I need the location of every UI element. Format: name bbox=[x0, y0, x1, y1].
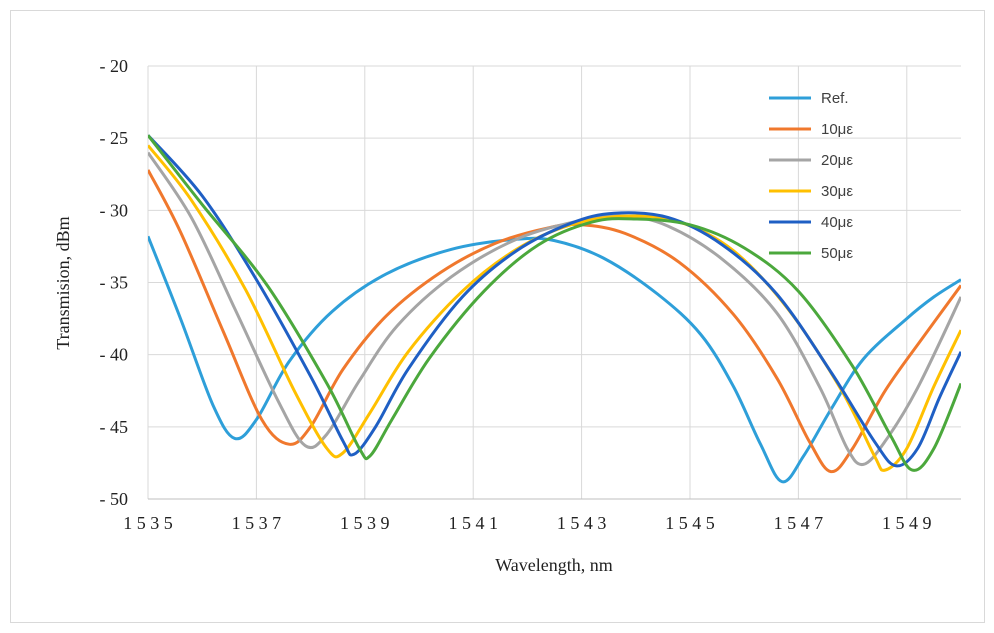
x-tick-label: 1 5 3 5 bbox=[123, 513, 173, 533]
series-line-5 bbox=[148, 134, 961, 468]
legend-label: 40με bbox=[821, 214, 853, 231]
y-tick-label: - 30 bbox=[100, 200, 129, 220]
x-tick-label: 1 5 3 7 bbox=[232, 513, 282, 533]
series-line-6 bbox=[148, 134, 961, 472]
y-tick-label: - 40 bbox=[100, 345, 129, 365]
y-tick-label: - 35 bbox=[100, 273, 129, 293]
series-line-1 bbox=[148, 235, 961, 484]
y-tick-label: - 50 bbox=[100, 489, 129, 509]
line-chart: 1 5 3 5 1 5 3 7 1 5 3 9 1 5 4 1 1 5 4 3 1 5 4… bbox=[53, 56, 961, 575]
legend-label: 10με bbox=[821, 121, 853, 138]
y-axis-ticks: - 20 - 25 - 30 - 35 - 40 - 45 - 50 bbox=[100, 56, 129, 509]
x-axis-ticks: 1 5 3 5 1 5 3 7 1 5 3 9 1 5 4 1 1 5 4 3 1 5 4… bbox=[123, 513, 931, 533]
legend: Ref. 10με 20με 30με 40με 50με bbox=[769, 90, 853, 262]
chart-frame: 1 5 3 5 1 5 3 7 1 5 3 9 1 5 4 1 1 5 4 3 1 5 4… bbox=[10, 10, 985, 623]
x-tick-label: 1 5 3 9 bbox=[340, 513, 390, 533]
y-axis-title: Transmision, dBm bbox=[53, 216, 73, 349]
legend-label: 20με bbox=[821, 152, 853, 169]
x-tick-label: 1 5 4 7 bbox=[774, 513, 824, 533]
x-tick-label: 1 5 4 3 bbox=[557, 513, 607, 533]
x-tick-label: 1 5 4 1 bbox=[448, 513, 498, 533]
legend-label: 30με bbox=[821, 183, 853, 200]
x-tick-label: 1 5 4 5 bbox=[665, 513, 715, 533]
y-tick-label: - 45 bbox=[100, 417, 129, 437]
x-tick-label: 1 5 4 9 bbox=[882, 513, 932, 533]
y-tick-label: - 20 bbox=[100, 56, 129, 76]
legend-label: 50με bbox=[821, 245, 853, 262]
series-layer bbox=[148, 134, 961, 484]
x-axis-title: Wavelength, nm bbox=[495, 555, 613, 575]
y-tick-label: - 25 bbox=[100, 128, 129, 148]
legend-label: Ref. bbox=[821, 90, 849, 107]
grid bbox=[147, 65, 961, 500]
